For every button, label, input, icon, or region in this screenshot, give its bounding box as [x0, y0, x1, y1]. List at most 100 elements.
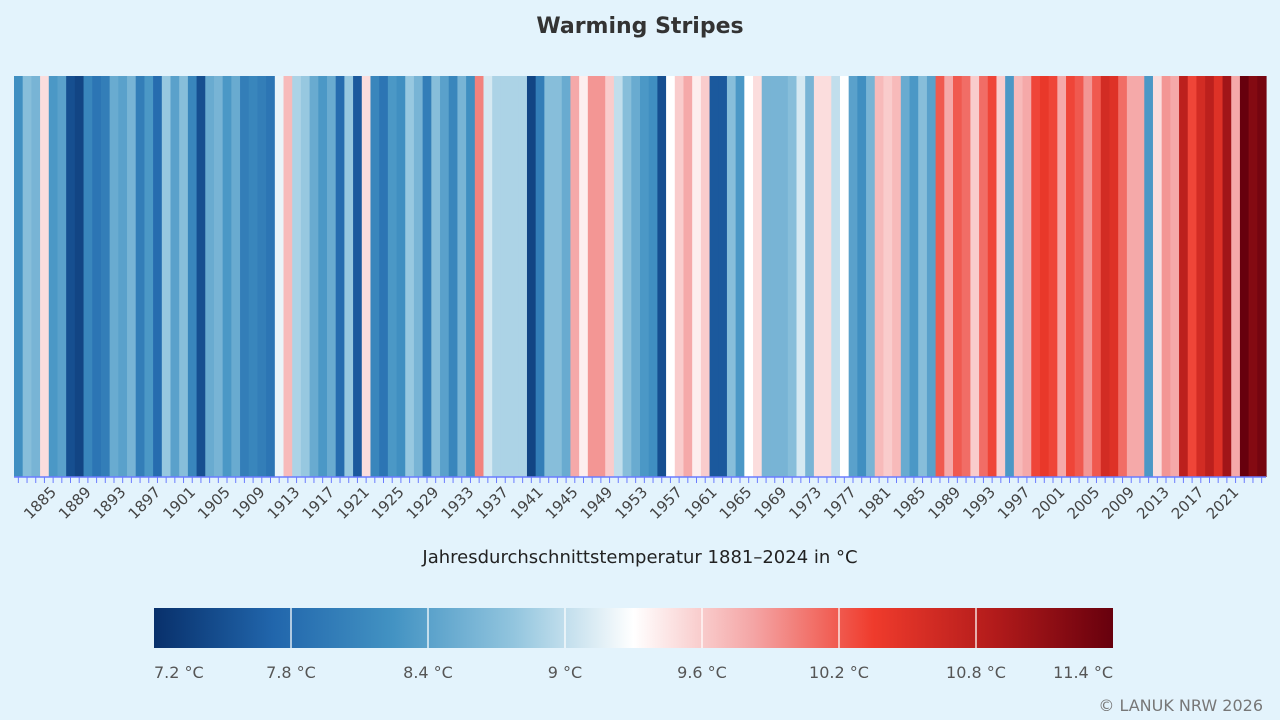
stripe-1919 — [344, 76, 354, 477]
stripe-1994 — [996, 76, 1006, 477]
stripe-1974 — [822, 76, 832, 477]
stripe-1967 — [761, 76, 772, 477]
stripe-1984 — [909, 76, 919, 477]
stripe-1955 — [657, 76, 667, 477]
stripe-1882 — [22, 76, 32, 477]
x-tick-label-1897: 1897 — [125, 483, 165, 523]
stripe-1990 — [961, 76, 971, 477]
stripe-1933 — [466, 76, 476, 477]
x-tick-label-1917: 1917 — [298, 483, 338, 523]
x-tick-label-1929: 1929 — [403, 483, 443, 523]
stripe-1949 — [605, 76, 615, 477]
stripe-1964 — [735, 76, 745, 477]
stripe-1923 — [379, 76, 389, 477]
stripe-1910 — [266, 76, 276, 477]
stripe-1935 — [483, 76, 493, 477]
stripe-2024 — [1257, 76, 1267, 477]
stripe-1925 — [396, 76, 406, 477]
x-tick-label-1945: 1945 — [542, 483, 582, 523]
chart-title: Warming Stripes — [536, 14, 743, 39]
stripe-1962 — [718, 76, 728, 477]
stripe-1929 — [431, 76, 441, 477]
stripe-1891 — [100, 76, 111, 477]
stripe-1971 — [796, 76, 806, 477]
stripe-1908 — [248, 76, 259, 477]
stripe-1930 — [440, 76, 450, 477]
stripe-1913 — [292, 76, 302, 477]
stripe-1915 — [309, 76, 319, 477]
stripe-1887 — [66, 76, 76, 477]
stripe-2007 — [1109, 76, 1119, 477]
x-tick-label-1985: 1985 — [890, 483, 930, 523]
stripe-1952 — [631, 76, 641, 477]
x-tick-label-1933: 1933 — [438, 483, 478, 523]
stripe-1966 — [753, 76, 763, 477]
stripe-1939 — [518, 76, 528, 477]
stripe-1895 — [135, 76, 146, 477]
x-tick-label-1949: 1949 — [577, 483, 617, 523]
x-tick-label-1977: 1977 — [820, 483, 860, 523]
stripe-2012 — [1152, 76, 1163, 477]
x-tick-label-1925: 1925 — [368, 483, 408, 523]
stripe-1981 — [883, 76, 893, 477]
stripe-1888 — [74, 76, 85, 477]
x-tick-label-1993: 1993 — [959, 483, 999, 523]
stripe-1927 — [413, 76, 424, 477]
stripe-1938 — [509, 76, 519, 477]
stripe-1954 — [648, 76, 658, 477]
stripe-1886 — [57, 76, 67, 477]
stripe-1914 — [300, 76, 311, 477]
stripe-1946 — [579, 76, 589, 477]
stripe-1989 — [953, 76, 963, 477]
color-scale-label: 7.8 °C — [266, 663, 316, 682]
stripe-1936 — [492, 76, 502, 477]
x-tick-label-1937: 1937 — [472, 483, 512, 523]
x-tick-label-2013: 2013 — [1133, 483, 1173, 523]
stripe-1965 — [744, 76, 754, 477]
x-tick-label-2001: 2001 — [1029, 483, 1069, 523]
stripe-1902 — [196, 76, 206, 477]
stripe-1983 — [900, 76, 911, 477]
stripe-1941 — [535, 76, 545, 477]
stripe-2013 — [1161, 76, 1171, 477]
x-tick-label-2005: 2005 — [1064, 483, 1104, 523]
stripe-2002 — [1066, 76, 1076, 477]
stripe-1958 — [683, 76, 693, 477]
stripe-1987 — [935, 76, 945, 477]
x-tick-label-1989: 1989 — [924, 483, 964, 523]
stripe-2005 — [1092, 76, 1102, 477]
stripe-1944 — [561, 76, 572, 477]
stripe-1976 — [839, 76, 850, 477]
stripe-1928 — [422, 76, 432, 477]
stripe-1992 — [979, 76, 989, 477]
stripe-1897 — [153, 76, 163, 477]
stripe-1901 — [187, 76, 198, 477]
stripe-1953 — [640, 76, 650, 477]
stripe-2006 — [1100, 76, 1111, 477]
stripe-1991 — [970, 76, 980, 477]
stripe-1985 — [918, 76, 928, 477]
stripe-1918 — [335, 76, 345, 477]
stripe-1893 — [118, 76, 128, 477]
stripe-1999 — [1039, 76, 1050, 477]
x-axis-ticks: 1885188918931897190119051909191319171921… — [17, 477, 1263, 523]
stripe-1950 — [613, 76, 624, 477]
x-tick-label-1885: 1885 — [20, 483, 60, 523]
stripe-1968 — [770, 76, 780, 477]
stripe-1982 — [892, 76, 902, 477]
stripe-1943 — [553, 76, 563, 477]
stripe-1922 — [370, 76, 380, 477]
x-tick-label-1973: 1973 — [785, 483, 825, 523]
stripe-2014 — [1170, 76, 1180, 477]
stripe-1937 — [500, 76, 511, 477]
stripe-1986 — [926, 76, 937, 477]
stripe-1979 — [866, 76, 876, 477]
color-scale-label: 7.2 °C — [154, 663, 204, 682]
stripe-1905 — [222, 76, 232, 477]
x-tick-label-2009: 2009 — [1098, 483, 1138, 523]
stripe-1959 — [692, 76, 702, 477]
stripe-2017 — [1196, 76, 1206, 477]
stripe-1973 — [813, 76, 824, 477]
stripe-1906 — [231, 76, 241, 477]
